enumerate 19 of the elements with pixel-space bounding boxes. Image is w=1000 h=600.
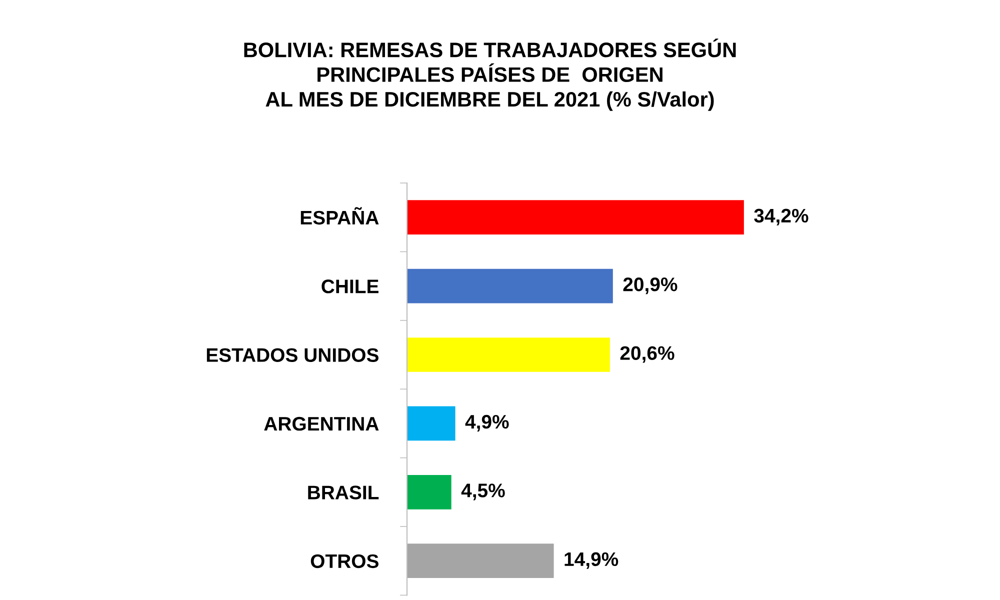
y-tick-label: ESTADOS UNIDOS	[206, 348, 378, 362]
y-tick-label: ARGENTINA	[264, 416, 379, 431]
bar	[407, 338, 610, 372]
y-tick-label: CHILE	[322, 280, 378, 294]
bar	[407, 268, 613, 304]
data-label: 14,9%	[564, 552, 618, 569]
y-tick-label: OTROS	[310, 554, 378, 568]
y-tick-label: BRASIL	[308, 486, 379, 500]
bar	[407, 406, 456, 441]
data-label: 34,2%	[754, 208, 808, 226]
data-label: 4,9%	[465, 414, 509, 432]
bar	[407, 474, 452, 510]
y-tick-label: ESPAÑA	[300, 207, 379, 225]
data-label: 20,9%	[623, 278, 678, 294]
data-label: 20,6%	[620, 346, 674, 363]
data-label: 4,5%	[461, 484, 505, 500]
bar	[407, 200, 744, 235]
chart-title: BOLIVIA: REMESAS DE TRABAJADORES SEGÚN PRINCIPALES PAÍSES DE ORIGEN AL MES DE DICIEMBRE DEL 2021 (% S/Valor)	[244, 38, 736, 111]
bar	[407, 544, 554, 578]
